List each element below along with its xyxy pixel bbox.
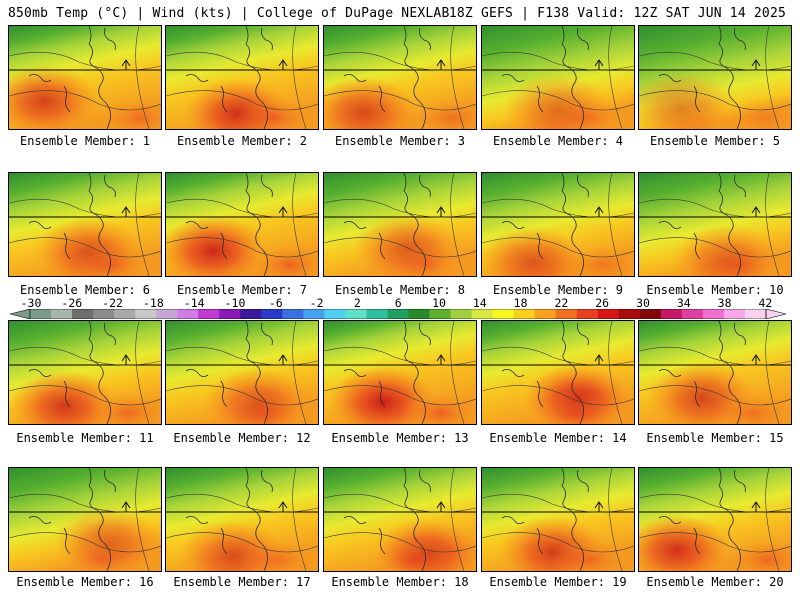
temperature-colorbar: [10, 309, 786, 319]
ensemble-member-label-5: Ensemble Member: 5: [649, 134, 781, 148]
colorbar-tick-label: 18: [513, 296, 528, 310]
colorbar-right-arrow: [765, 309, 786, 319]
ensemble-member-label-15: Ensemble Member: 15: [646, 431, 784, 445]
colorbar-left-arrow: [10, 309, 31, 319]
colorbar-segment: [387, 309, 409, 319]
colorbar-segment: [450, 309, 472, 319]
ensemble-member-label-2: Ensemble Member: 2: [176, 134, 308, 148]
ensemble-member-map-14: [481, 320, 635, 425]
colorbar-segment: [660, 309, 683, 319]
ensemble-member-label-16: Ensemble Member: 16: [16, 575, 154, 589]
ensemble-member-map-3: [323, 25, 477, 130]
colorbar-segment: [429, 309, 451, 319]
colorbar-tick-label: 30: [636, 296, 650, 310]
colorbar-tick-label: 26: [595, 296, 610, 310]
ensemble-member-map-7: [165, 172, 319, 277]
ensemble-member-label-14: Ensemble Member: 14: [489, 431, 627, 445]
ensemble-member-label-12: Ensemble Member: 12: [173, 431, 311, 445]
colorbar-segment: [408, 309, 430, 319]
ensemble-member-map-4: [481, 25, 635, 130]
colorbar-segment: [492, 309, 514, 319]
colorbar-tick-label: 34: [676, 296, 691, 310]
ensemble-member-label-13: Ensemble Member: 13: [331, 431, 469, 445]
colorbar-segment: [282, 309, 304, 319]
colorbar-tick-label: -30: [20, 296, 42, 310]
ensemble-member-map-11: [8, 320, 162, 425]
ensemble-member-label-8: Ensemble Member: 8: [334, 283, 466, 297]
colorbar-segment: [639, 309, 662, 319]
ensemble-member-map-17: [165, 467, 319, 572]
ensemble-member-map-5: [638, 25, 792, 130]
ensemble-member-label-7: Ensemble Member: 7: [176, 283, 308, 297]
colorbar-tick-label: -6: [268, 296, 283, 310]
ensemble-member-map-15: [638, 320, 792, 425]
ensemble-member-map-8: [323, 172, 477, 277]
colorbar-segment: [135, 309, 157, 319]
colorbar-tick-label: 22: [554, 296, 569, 310]
ensemble-member-label-19: Ensemble Member: 19: [489, 575, 627, 589]
colorbar-segment: [618, 309, 641, 319]
ensemble-member-map-18: [323, 467, 477, 572]
ensemble-member-map-12: [165, 320, 319, 425]
colorbar-segment: [555, 309, 578, 319]
colorbar-segment: [576, 309, 599, 319]
colorbar-segment: [513, 309, 535, 319]
colorbar-segment: [534, 309, 557, 319]
colorbar-tick-label: 14: [472, 296, 487, 310]
colorbar-segment: [219, 309, 241, 319]
colorbar-segment: [72, 309, 94, 319]
colorbar-segment: [681, 309, 704, 319]
colorbar-segment: [177, 309, 199, 319]
map-title: 850mb Temp (°C) | Wind (kts) | College o…: [8, 6, 450, 21]
colorbar-segment: [324, 309, 346, 319]
colorbar-segment: [744, 309, 767, 319]
colorbar-segment: [51, 309, 73, 319]
ensemble-member-label-1: Ensemble Member: 1: [19, 134, 151, 148]
colorbar-segment: [114, 309, 136, 319]
ensemble-member-label-6: Ensemble Member: 6: [19, 283, 151, 297]
colorbar-segment: [723, 309, 746, 319]
colorbar-segment: [366, 309, 388, 319]
ensemble-member-label-11: Ensemble Member: 11: [16, 431, 154, 445]
colorbar-segment: [303, 309, 325, 319]
colorbar-tick-label: -22: [102, 296, 123, 310]
model-run-valid-time: 18Z GEFS | F138 Valid: 12Z SAT JUN 14 20…: [448, 6, 786, 21]
colorbar-tick-label: 2: [353, 296, 361, 310]
ensemble-member-map-2: [165, 25, 319, 130]
ensemble-member-map-9: [481, 172, 635, 277]
ensemble-member-map-13: [323, 320, 477, 425]
colorbar-tick-label: 6: [394, 296, 402, 310]
colorbar-tick-label: -14: [183, 296, 205, 310]
ensemble-member-label-9: Ensemble Member: 9: [492, 283, 624, 297]
colorbar-segment: [345, 309, 367, 319]
colorbar-segment: [30, 309, 52, 319]
colorbar-segment: [702, 309, 725, 319]
colorbar-tick-label: -2: [309, 296, 324, 310]
colorbar-segment: [156, 309, 178, 319]
colorbar-segment: [261, 309, 283, 319]
colorbar-tick-label: -10: [224, 296, 246, 310]
colorbar-segment: [471, 309, 493, 319]
colorbar-segment: [597, 309, 620, 319]
ensemble-member-label-17: Ensemble Member: 17: [173, 575, 311, 589]
ensemble-member-map-10: [638, 172, 792, 277]
ensemble-member-label-10: Ensemble Member: 10: [646, 283, 784, 297]
ensemble-member-label-20: Ensemble Member: 20: [646, 575, 784, 589]
colorbar-tick-label: 10: [432, 296, 446, 310]
ensemble-member-map-1: [8, 25, 162, 130]
ensemble-member-label-4: Ensemble Member: 4: [492, 134, 624, 148]
colorbar-tick-label: -18: [143, 296, 164, 310]
ensemble-member-map-19: [481, 467, 635, 572]
ensemble-member-map-16: [8, 467, 162, 572]
ensemble-member-map-6: [8, 172, 162, 277]
ensemble-member-label-3: Ensemble Member: 3: [334, 134, 466, 148]
colorbar-tick-label: 38: [717, 296, 732, 310]
ensemble-member-label-18: Ensemble Member: 18: [331, 575, 469, 589]
colorbar-segment: [240, 309, 262, 319]
ensemble-member-map-20: [638, 467, 792, 572]
colorbar-tick-label: -26: [61, 296, 83, 310]
colorbar-segment: [198, 309, 220, 319]
colorbar-segment: [93, 309, 115, 319]
colorbar-tick-label: 42: [758, 296, 773, 310]
